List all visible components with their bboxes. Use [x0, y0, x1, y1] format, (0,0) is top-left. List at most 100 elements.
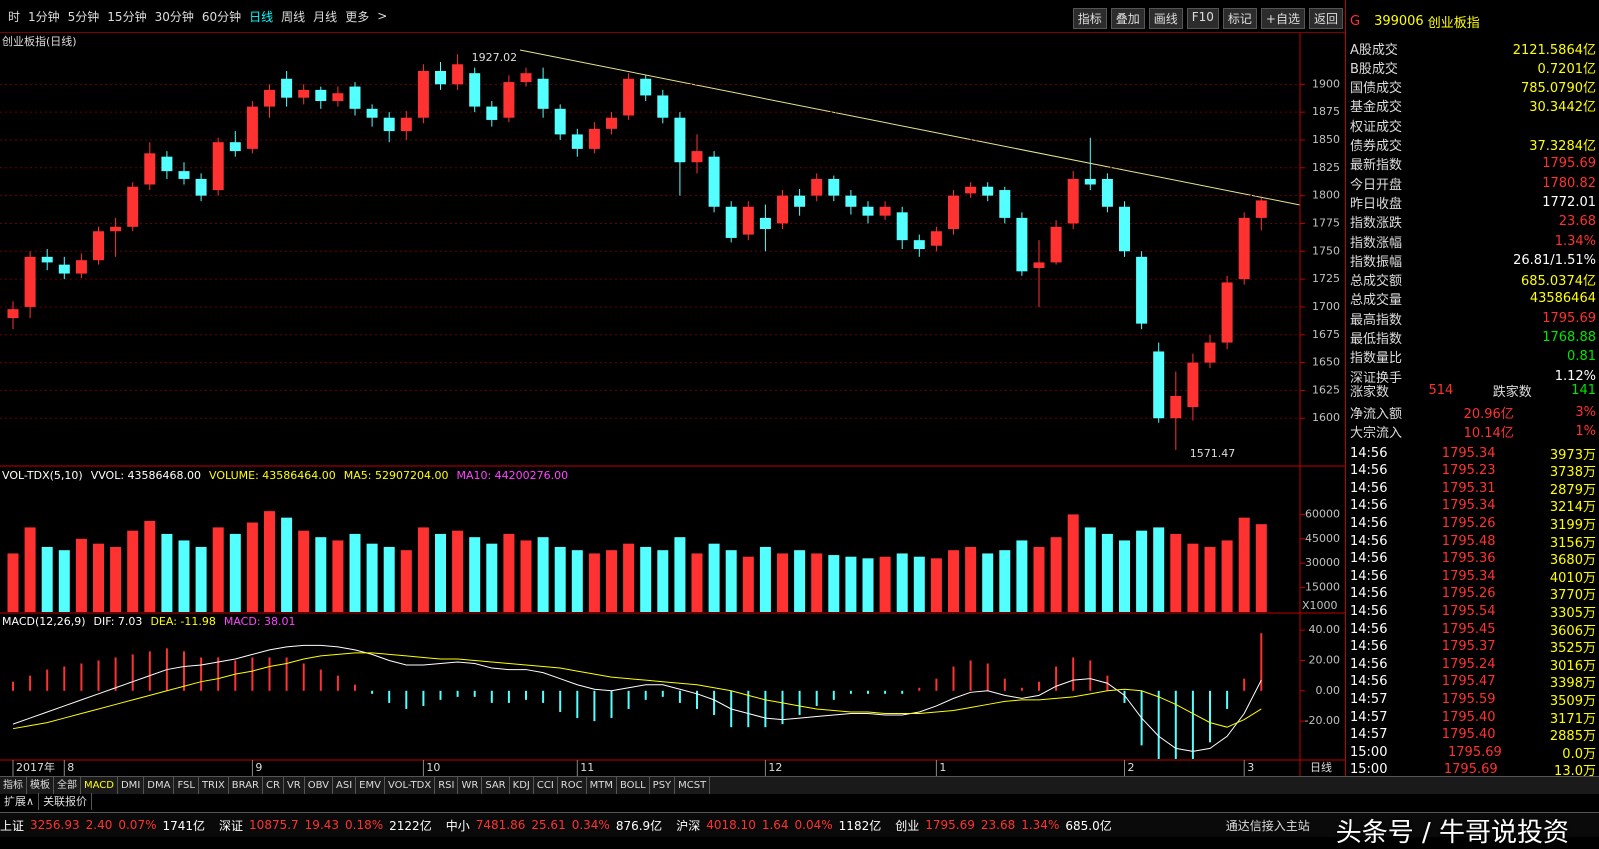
- tick: 1795.31: [1441, 480, 1496, 496]
- volume-bar: [930, 558, 942, 612]
- server-status: 通达信接入主站: [1225, 818, 1310, 833]
- volume-bar: [674, 537, 686, 612]
- volume-bar: [520, 540, 532, 612]
- tick: 14:56: [1350, 445, 1388, 461]
- period-tab[interactable]: 日线: [249, 9, 274, 24]
- indicator-tab[interactable]: PSY: [650, 777, 676, 794]
- period-tab[interactable]: 15分钟: [107, 9, 147, 24]
- indicator-tab[interactable]: CR: [263, 777, 284, 794]
- period-tab[interactable]: 30分钟: [154, 9, 194, 24]
- x-tick-label: 9: [255, 761, 262, 774]
- tick-row: 14:57 1795.40 3171万: [1350, 708, 1596, 727]
- quote-label: 总成交量: [1350, 293, 1403, 309]
- quote-row: 今日开盘 1780.82: [1350, 174, 1596, 193]
- quote-label: 指数涨幅: [1350, 235, 1403, 251]
- tool-button[interactable]: 叠加: [1110, 8, 1145, 29]
- volume-bar: [332, 540, 344, 612]
- tick-row: 14:56 1795.26 3199万: [1350, 514, 1596, 533]
- tool-button[interactable]: F10: [1186, 8, 1219, 29]
- indicator-tab[interactable]: MACD: [81, 777, 118, 794]
- quote-value: 0.7201亿: [1537, 61, 1597, 77]
- quote-row: 指数涨跌 23.68: [1350, 213, 1596, 231]
- quote-row: 国债成交 785.0790亿: [1350, 78, 1596, 96]
- indicator-tab[interactable]: DMA: [144, 777, 175, 794]
- tick: 1795.40: [1441, 727, 1496, 743]
- indicator-tab[interactable]: KDJ: [510, 777, 534, 794]
- tag: G: [1350, 13, 1361, 29]
- period-tab[interactable]: 1分钟: [28, 9, 60, 24]
- quote-label: 最低指数: [1350, 332, 1403, 347]
- status-item: 1182亿: [838, 818, 882, 833]
- indicator-tabs: 指标 模板 全部 MACD DMI DMA FSL TRIX BRAR CR VR OBV ASI EMV…: [0, 776, 1599, 794]
- tool-button[interactable]: 标记: [1222, 8, 1257, 29]
- candle-body: [537, 78, 549, 109]
- volume-bar: [554, 546, 566, 612]
- indicator-tab[interactable]: ASI: [333, 777, 357, 794]
- period-tab[interactable]: 周线: [281, 9, 306, 24]
- volume-bar: [264, 511, 275, 612]
- candle-body: [298, 89, 310, 98]
- indicator-tab[interactable]: CCI: [534, 777, 558, 794]
- ext-tab[interactable]: 关联报价: [39, 793, 93, 810]
- volume-bar: [400, 550, 412, 612]
- indicator-tab[interactable]: OBV: [305, 777, 333, 794]
- tick: 1795.47: [1441, 674, 1496, 690]
- ext-tab[interactable]: 扩展∧: [0, 793, 40, 810]
- status-item: 0.18%: [345, 818, 384, 832]
- indicator-tab[interactable]: WR: [458, 777, 483, 794]
- tick: 1795.59: [1441, 691, 1496, 707]
- tool-button[interactable]: +自选: [1260, 8, 1305, 29]
- trend-line: [519, 49, 1301, 206]
- quote-value: 785.0790亿: [1520, 81, 1596, 97]
- indicator-tab[interactable]: VOL-TDX: [385, 777, 436, 794]
- indicator-tab[interactable]: FSL: [174, 777, 199, 794]
- tick-row: 14:56 1795.47 3398万: [1350, 673, 1596, 691]
- status-item: 1741亿: [162, 818, 206, 833]
- indicator-tab[interactable]: 模板: [27, 777, 54, 794]
- macd-legend: DIF: 7.03: [94, 615, 143, 628]
- tick: 2885万: [1549, 729, 1596, 745]
- y-tick-label: 15000: [1305, 581, 1340, 594]
- flow-row: 净流入额 20.96亿 3%: [1350, 403, 1596, 422]
- volume-legend: MA10: 44200276.00: [456, 469, 568, 482]
- tick: 14:56: [1350, 463, 1388, 479]
- volume-bar: [503, 533, 515, 612]
- x-tick-label: 10: [426, 761, 440, 774]
- tool-button[interactable]: 指标: [1072, 8, 1107, 29]
- period-tab[interactable]: >: [377, 9, 388, 23]
- indicator-tab[interactable]: MTM: [587, 777, 617, 794]
- volume-legend: VVOL: 43586468.00: [91, 469, 201, 482]
- y-tick-label: 40.00: [1309, 623, 1341, 636]
- status-item: 0.04%: [794, 818, 833, 832]
- x-tick-label: 3: [1247, 761, 1254, 774]
- indicator-tab[interactable]: VR: [284, 777, 305, 794]
- indicator-tab[interactable]: SAR: [482, 777, 510, 794]
- quote-label: 债券成交: [1350, 139, 1403, 154]
- indicator-tab[interactable]: BRAR: [229, 777, 263, 794]
- indicator-tab[interactable]: TRIX: [199, 777, 229, 794]
- y-tick-label: 30000: [1305, 556, 1340, 569]
- indicator-tab[interactable]: BOLL: [617, 777, 650, 794]
- tool-button[interactable]: 返回: [1308, 8, 1343, 29]
- indicator-tab[interactable]: 全部: [54, 777, 81, 794]
- volume-legend: MA5: 52907204.00: [344, 469, 449, 482]
- period-tab[interactable]: 60分钟: [201, 9, 242, 24]
- indicator-tab[interactable]: RSI: [435, 777, 459, 794]
- period-tab[interactable]: 更多: [345, 9, 370, 24]
- period-tab[interactable]: 5分钟: [67, 9, 100, 24]
- tick-row: 14:56 1795.24 3016万: [1350, 655, 1596, 674]
- period-tab[interactable]: 月线: [313, 9, 338, 24]
- candle-body: [725, 206, 737, 238]
- tick-row: 14:56 1795.26 3770万: [1350, 585, 1596, 603]
- volume-bar: [435, 533, 446, 612]
- updown: 141: [1571, 382, 1596, 398]
- indicator-tab[interactable]: MCST: [675, 777, 711, 794]
- indicator-tab[interactable]: DMI: [118, 777, 145, 794]
- updown: 跌家数: [1492, 384, 1532, 400]
- indicator-tab[interactable]: EMV: [356, 777, 385, 794]
- tool-button[interactable]: 画线: [1148, 8, 1183, 29]
- indicator-tab[interactable]: 指标: [0, 777, 27, 794]
- volume-bar: [229, 533, 241, 612]
- indicator-tab[interactable]: ROC: [558, 777, 587, 794]
- period-tab[interactable]: 时: [8, 9, 21, 24]
